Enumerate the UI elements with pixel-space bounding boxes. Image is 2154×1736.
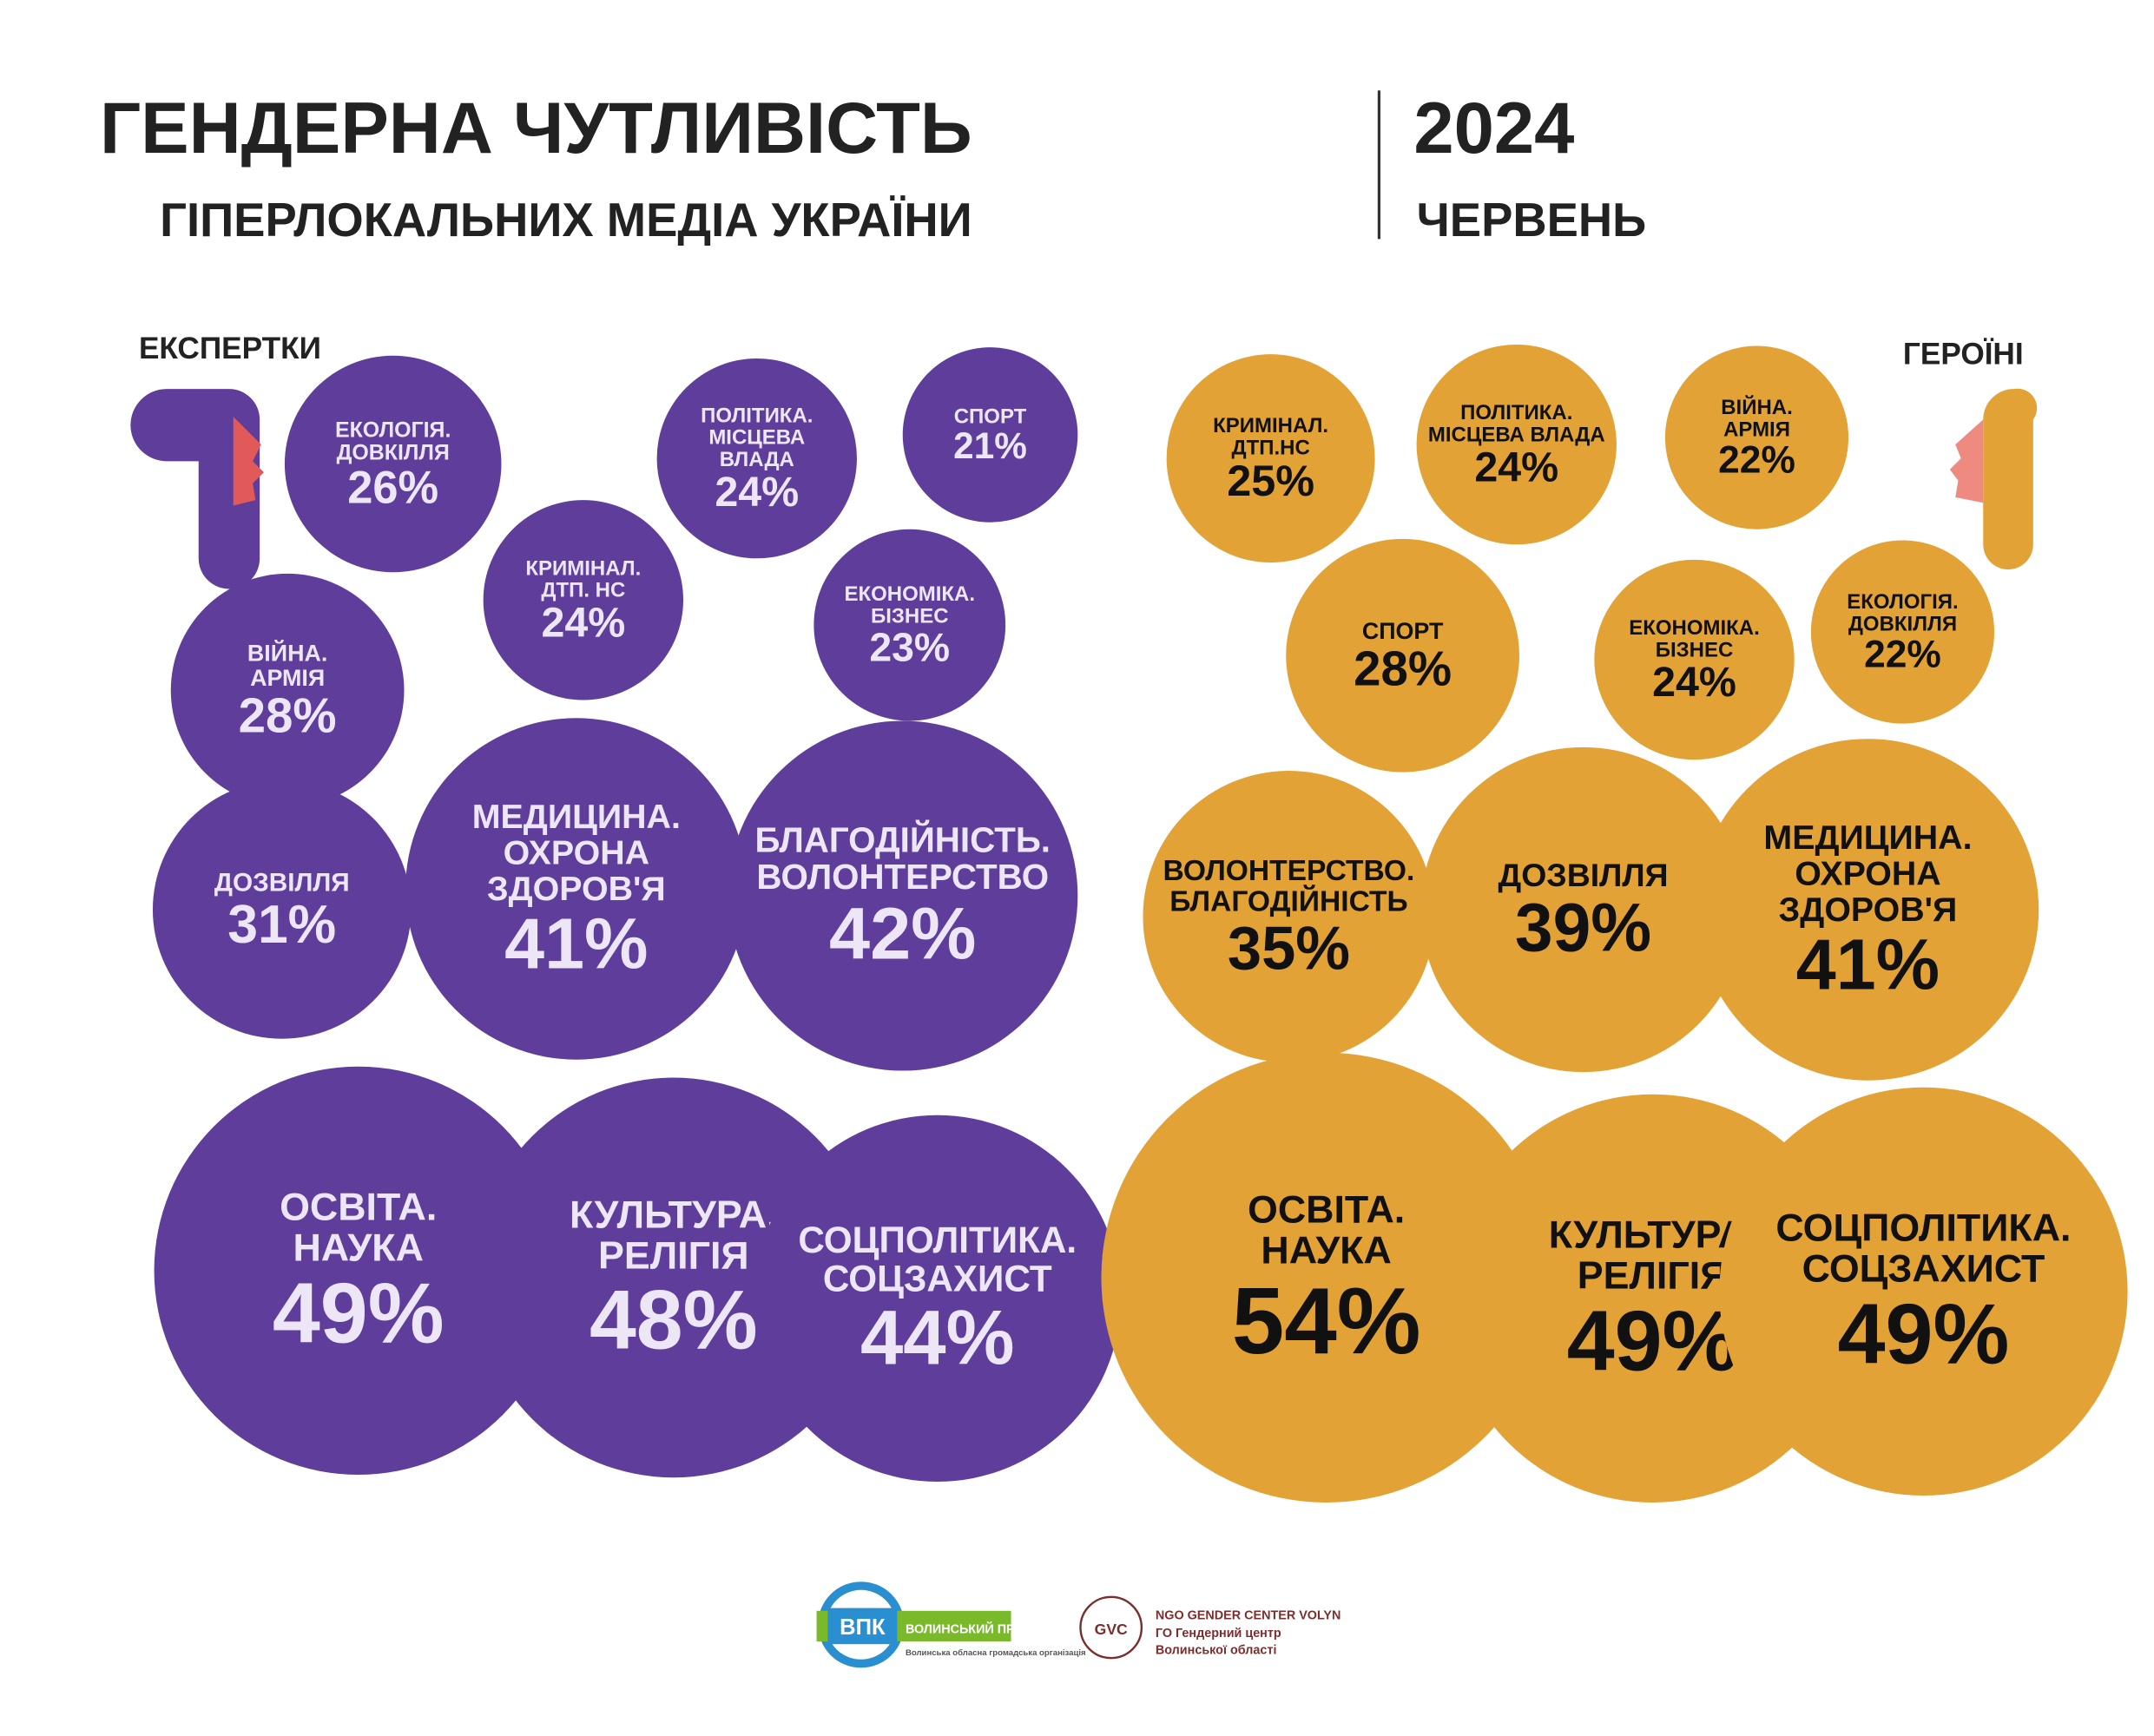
bubble-label: ЕКОЛОГІЯ. ДОВКІЛЛЯ: [1847, 590, 1958, 635]
bubble-value: 24%: [541, 599, 625, 646]
title-line1: ГЕНДЕРНА ЧУТЛИВІСТЬ: [100, 88, 972, 168]
bubble-value: 26%: [347, 463, 438, 513]
bubble: [1664, 345, 1849, 529]
bubble-label: ЕКОНОМІКА. БІЗНЕС: [1629, 616, 1760, 661]
bubble: [1416, 344, 1617, 545]
bubble-value: 22%: [1718, 438, 1795, 481]
bubble: [1719, 1087, 2128, 1496]
bubble-label: КУЛЬТУРА. РЕЛІГІЯ: [1549, 1213, 1757, 1298]
bubble-value: 23%: [869, 624, 950, 669]
bubble: [284, 355, 502, 573]
bubble-label: СОЦПОЛІТИКА. СОЦЗАХИСТ: [1775, 1207, 2071, 1291]
bubble: [483, 500, 684, 700]
bubble-label: КУЛЬТУРА. РЕЛІГІЯ: [570, 1194, 778, 1278]
logo2-line3: Волинської області: [1156, 1643, 1277, 1657]
logo2-line2: ГО Гендерний центр: [1156, 1627, 1281, 1641]
bubble: [152, 780, 412, 1039]
bubble-value: 49%: [1838, 1286, 2010, 1381]
bubble-label: МЕДИЦИНА. ОХРОНА ЗДОРОВ'Я: [1763, 819, 1972, 929]
bubble: [1166, 354, 1375, 563]
bubble-label: СПОРТ: [954, 405, 1027, 429]
bubble-label: КРИМІНАЛ. ДТП.НС: [1213, 414, 1328, 459]
bubble-value: 21%: [953, 425, 1027, 466]
month: ЧЕРВЕНЬ: [1417, 194, 1647, 247]
right-icon: [1949, 388, 2038, 570]
bubble-label: БЛАГОДІЙНІСТЬ. ВОЛОНТЕРСТВО: [754, 820, 1051, 897]
bubble-value: 39%: [1515, 890, 1651, 966]
left-icon: [130, 389, 264, 589]
bubble-value: 48%: [590, 1272, 758, 1366]
right-title: ГЕРОЇНІ: [1903, 337, 2024, 371]
bubble-label: ОСВІТА. НАУКА: [280, 1186, 437, 1270]
bubble: [754, 1115, 1121, 1483]
bubble-label: ЕКОНОМІКА. БІЗНЕС: [844, 582, 975, 628]
logo2-name: NGO GENDER CENTER VOLYN: [1156, 1608, 1341, 1622]
bubble-value: 35%: [1228, 913, 1350, 982]
bubble-value: 28%: [1354, 641, 1452, 695]
bubble-value: 24%: [1652, 659, 1736, 706]
logo2-mark: GVC: [1095, 1621, 1128, 1638]
bubble-label: ДОЗВІЛЛЯ: [1499, 857, 1669, 893]
bubble: [170, 573, 405, 807]
bubble-value: 41%: [1796, 924, 1940, 1004]
bubble-label: ПОЛІТИКА. МІСЦЕВА ВЛАДА: [701, 404, 813, 471]
bubble-label: ЕКОЛОГІЯ. ДОВКІЛЛЯ: [335, 418, 451, 464]
bubble-value: 49%: [1567, 1292, 1739, 1388]
bubble: [1286, 538, 1519, 773]
bubble-label: СПОРТ: [1362, 618, 1444, 644]
bubble-label: ВОЛОНТЕРСТВО. БЛАГОДІЙНІСТЬ: [1163, 855, 1415, 917]
bubble-value: 24%: [715, 469, 799, 516]
bubble: [1101, 1052, 1551, 1503]
year: 2024: [1413, 88, 1574, 168]
logo1-name: ВОЛИНСЬКИЙ ПРЕС-КЛУБ: [906, 1621, 1070, 1636]
logo1-abbr: ВПК: [840, 1615, 886, 1640]
footer-logo-2: GVC NGO GENDER CENTER VOLYN ГО Гендерний…: [1079, 1595, 1341, 1660]
bubble-label: КРИМІНАЛ. ДТП. НС: [525, 556, 641, 602]
title-line2: ГІПЕРЛОКАЛЬНИХ МЕДІА УКРАЇНИ: [160, 194, 972, 247]
bubble: [1810, 540, 1995, 724]
bubble-label: СОЦПОЛІТИКА. СОЦЗАХИСТ: [798, 1220, 1077, 1299]
logo1-sub: Волинська обласна громадська організація: [906, 1648, 1086, 1658]
bubble-value: 24%: [1474, 444, 1558, 490]
bubble: [1420, 746, 1746, 1073]
bubble-label: МЕДИЦИНА. ОХРОНА ЗДОРОВ'Я: [472, 798, 681, 908]
bubble-value: 22%: [1864, 633, 1941, 675]
bubble: [1143, 771, 1435, 1062]
bubble-label: ВІЙНА. АРМІЯ: [1721, 395, 1793, 441]
footer-logo-1: ВПК ВОЛИНСЬКИЙ ПРЕС-КЛУБ Волинська облас…: [816, 1581, 1086, 1668]
bubble: [154, 1066, 563, 1476]
bubble-label: ВІЙНА. АРМІЯ: [247, 640, 327, 691]
bubble: [1594, 559, 1795, 760]
bubble: [728, 720, 1078, 1071]
bubble-label: ДОЗВІЛЛЯ: [214, 868, 350, 897]
bubble-value: 54%: [1232, 1268, 1421, 1374]
bubble-value: 25%: [1227, 456, 1314, 505]
bubble: [1696, 739, 2039, 1081]
bubble-value: 41%: [504, 903, 648, 983]
bubble-value: 44%: [860, 1295, 1014, 1381]
bubble: [902, 347, 1078, 523]
bubble: [405, 718, 748, 1060]
bubble-label: ОСВІТА. НАУКА: [1248, 1188, 1405, 1272]
left-title: ЕКСПЕРТКИ: [139, 332, 321, 365]
bubble-label: ПОЛІТИКА. МІСЦЕВА ВЛАДА: [1428, 401, 1605, 446]
bubble-value: 49%: [273, 1265, 445, 1360]
bubble-value: 28%: [239, 687, 337, 742]
bubble-value: 31%: [227, 894, 336, 955]
bubble: [814, 529, 1006, 721]
bubble: [656, 358, 857, 559]
bubble-value: 42%: [829, 891, 976, 974]
